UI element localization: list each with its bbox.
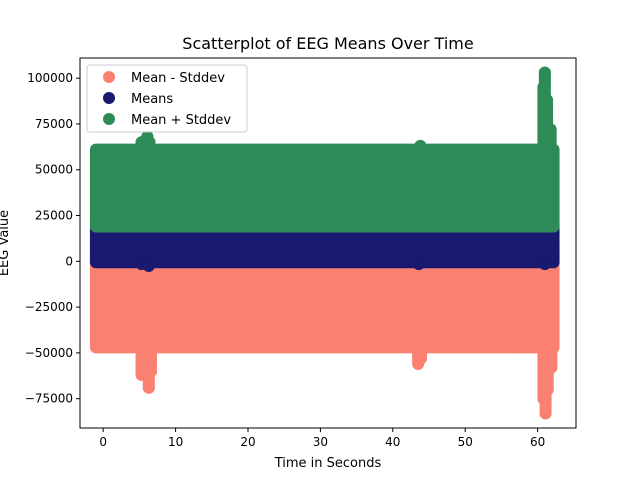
x-tick-label: 30 [313,435,328,449]
data-point [538,258,551,271]
legend-marker [103,71,115,83]
y-tick-label: −50000 [25,346,73,360]
y-axis: −75000 −50000 −25000 0 25000 50000 75000 100000 [25,71,80,406]
legend-marker [103,92,115,104]
data-point [412,258,425,271]
data-point [541,94,554,107]
chart-title: Scatterplot of EEG Means Over Time [182,34,473,53]
data-point [142,381,155,394]
x-tick-label: 40 [385,435,400,449]
series-1 [89,247,560,420]
data-point [539,407,552,420]
legend-label: Means [131,92,173,107]
data-point [144,365,157,378]
x-axis: 0 10 20 30 40 50 60 [99,428,545,449]
y-tick-label: 25000 [35,209,73,223]
y-tick-label: 0 [65,254,73,268]
y-tick-label: 75000 [35,117,73,131]
legend-label: Mean - Stddev [131,71,225,86]
y-tick-label: −75000 [25,392,73,406]
data-point [541,383,554,396]
x-tick-label: 50 [458,435,473,449]
data-point [545,361,558,374]
series-band [89,247,560,354]
data-point [544,123,557,136]
data-point [415,352,428,365]
data-point [142,259,155,272]
legend-frame [86,64,248,133]
legend: Mean - Stddev Means Mean + Stddev [86,64,248,133]
x-tick-label: 20 [240,435,255,449]
x-tick-label: 60 [530,435,545,449]
data-point [538,66,551,79]
y-tick-label: 50000 [35,163,73,177]
y-tick-label: 100000 [27,71,73,85]
legend-marker [103,113,115,125]
series-band [89,143,560,233]
series-3 [89,66,560,233]
plot-frame [79,57,577,429]
y-tick-label: −25000 [25,300,73,314]
y-axis-label: EEG Value [0,210,12,276]
x-axis-label: Time in Seconds [274,456,382,471]
data-point [414,139,427,152]
x-tick-label: 10 [168,435,183,449]
legend-label: Mean + Stddev [131,113,231,128]
data-point [143,136,156,149]
data-layer [89,66,560,420]
x-tick-label: 0 [99,435,107,449]
